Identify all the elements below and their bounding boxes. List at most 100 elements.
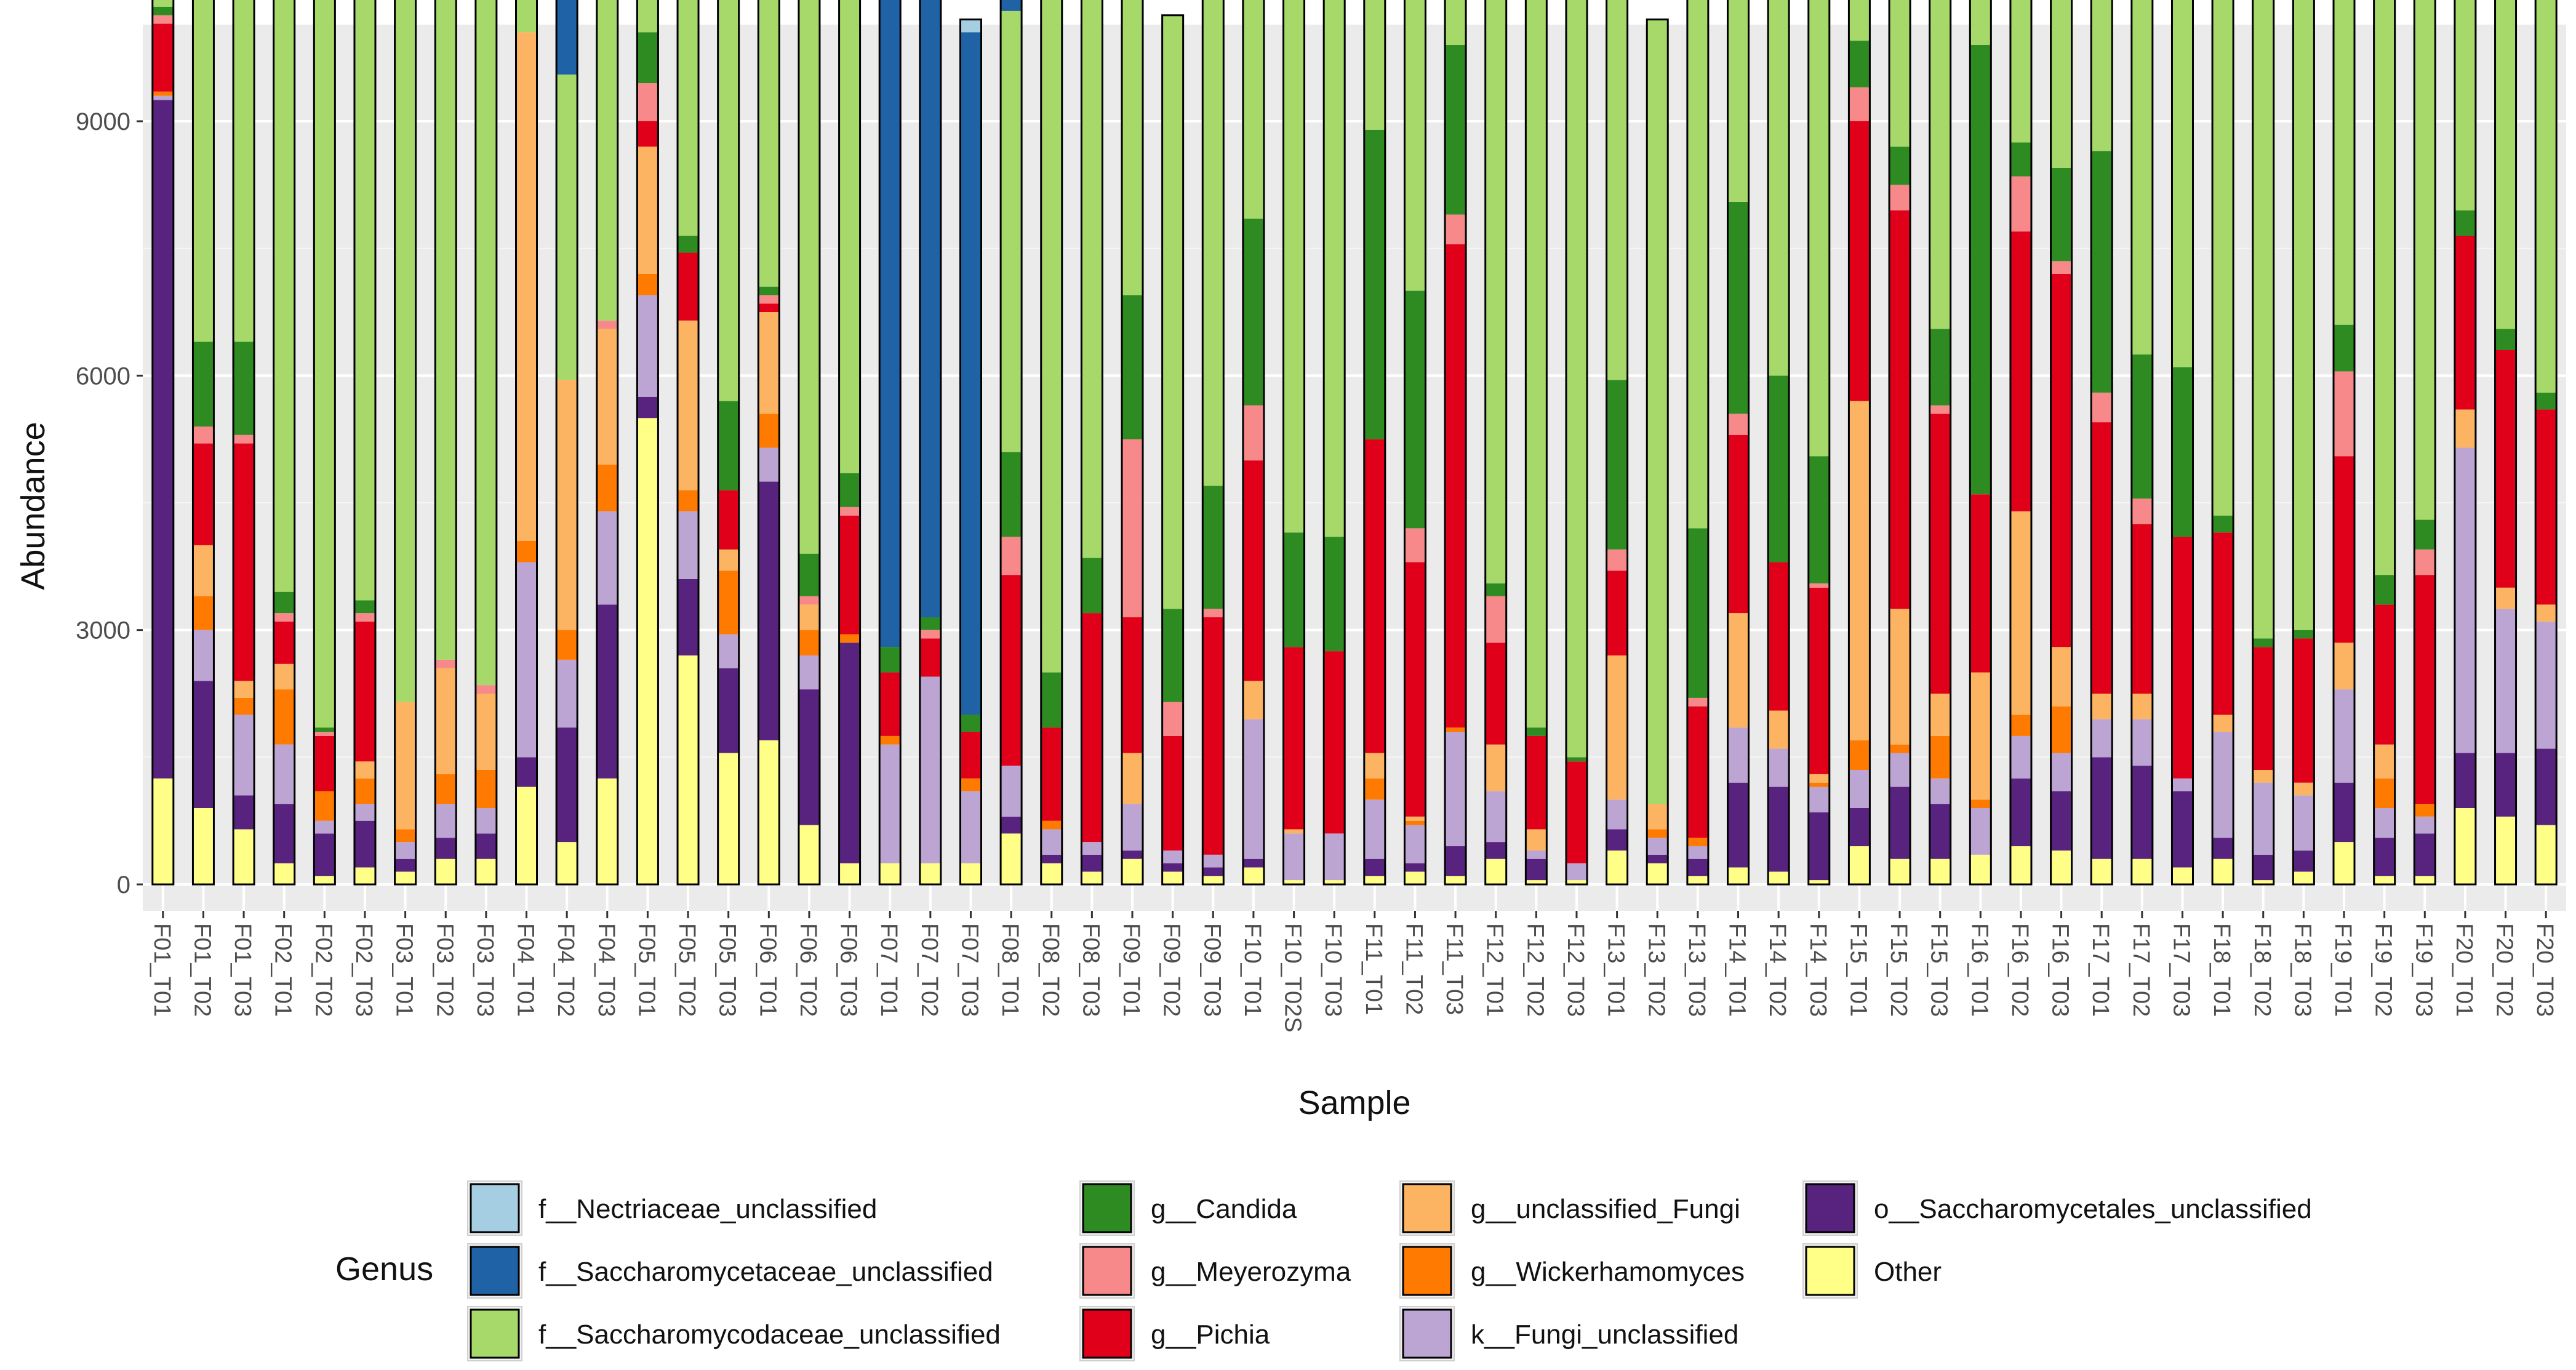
bar-segment bbox=[2535, 825, 2557, 884]
bar-segment bbox=[1687, 697, 1708, 707]
x-tick-label: F19_T02 bbox=[2370, 923, 2396, 1017]
bar-segment bbox=[1324, 651, 1345, 834]
x-tick-label: F14_T03 bbox=[1805, 923, 1831, 1017]
bar-segment bbox=[435, 838, 457, 859]
bar-segment bbox=[2212, 732, 2234, 838]
bar-outline bbox=[838, 0, 862, 886]
bar-segment bbox=[2414, 833, 2436, 876]
x-tick-label: F09_T03 bbox=[1199, 923, 1225, 1017]
bar-segment bbox=[798, 0, 820, 554]
bar-segment bbox=[637, 295, 658, 397]
bar-segment bbox=[798, 689, 820, 825]
bar-segment bbox=[2535, 604, 2557, 622]
bar-segment bbox=[394, 859, 416, 872]
bar-segment bbox=[2374, 876, 2395, 884]
x-tick-label: F03_T02 bbox=[431, 923, 457, 1017]
x-tick-label: F06_T02 bbox=[795, 923, 821, 1017]
bar-segment bbox=[2010, 778, 2031, 846]
bar-segment bbox=[2495, 350, 2516, 588]
bar-segment bbox=[2454, 447, 2476, 753]
bar-segment bbox=[1727, 727, 1749, 783]
bar-segment bbox=[1808, 587, 1830, 774]
bar-segment bbox=[1929, 0, 1951, 329]
bar-outline bbox=[2292, 0, 2315, 886]
legend-swatch bbox=[1805, 1246, 1855, 1296]
bar-segment bbox=[1970, 808, 1991, 855]
bar-segment bbox=[233, 0, 255, 342]
bar-segment bbox=[475, 770, 497, 808]
x-tick-label: F03_T03 bbox=[472, 923, 498, 1017]
bar-outline bbox=[1888, 0, 1911, 886]
bar-segment bbox=[1485, 583, 1506, 596]
bar-segment bbox=[960, 778, 982, 791]
bar-segment bbox=[1929, 735, 1951, 779]
bar-segment bbox=[1808, 782, 1830, 787]
bar-segment bbox=[1081, 842, 1103, 855]
bar-segment bbox=[1364, 799, 1385, 859]
bar-segment bbox=[2050, 647, 2072, 707]
bar-outline bbox=[1686, 0, 1710, 886]
bar-segment bbox=[273, 744, 295, 804]
bar-outline bbox=[2534, 0, 2558, 886]
bar-segment bbox=[152, 91, 174, 96]
x-tick-label: F12_T02 bbox=[1522, 923, 1548, 1017]
bar-segment bbox=[1687, 859, 1708, 876]
bar-segment bbox=[2212, 532, 2234, 715]
bar-segment bbox=[2131, 694, 2153, 719]
bar-segment bbox=[1727, 201, 1749, 414]
bar-segment bbox=[678, 320, 699, 491]
bar-segment bbox=[2050, 0, 2072, 168]
bar-outline bbox=[232, 0, 255, 886]
bar-segment bbox=[1122, 439, 1143, 617]
bar-outline bbox=[1767, 0, 1790, 886]
x-tick-label: F17_T03 bbox=[2168, 923, 2194, 1017]
bar-segment bbox=[193, 596, 214, 630]
bar-segment bbox=[2252, 854, 2274, 881]
bar-segment bbox=[233, 435, 255, 444]
bar-outline bbox=[2252, 0, 2275, 886]
x-tick-label: F06_T01 bbox=[754, 923, 780, 1017]
bar-segment bbox=[354, 613, 375, 622]
bar-segment bbox=[193, 342, 214, 427]
bar-segment bbox=[1364, 129, 1385, 439]
bar-segment bbox=[1445, 0, 1466, 46]
panel-background bbox=[143, 25, 2566, 911]
x-tick-label: F05_T03 bbox=[714, 923, 740, 1017]
legend-label: g__Wickerhamomyces bbox=[1471, 1257, 1745, 1287]
bar-segment bbox=[637, 396, 658, 419]
bar-segment bbox=[2252, 647, 2274, 770]
bar-outline bbox=[313, 0, 336, 886]
bar-segment bbox=[1768, 0, 1790, 376]
bar-segment bbox=[394, 702, 416, 830]
bar-segment bbox=[1041, 854, 1062, 863]
bar-segment bbox=[152, 95, 174, 100]
bar-segment bbox=[394, 842, 416, 859]
bar-segment bbox=[2010, 511, 2031, 715]
bar-segment bbox=[1526, 880, 1547, 884]
bar-segment bbox=[2334, 371, 2355, 457]
bar-segment bbox=[839, 634, 860, 643]
bar-segment bbox=[1162, 15, 1183, 609]
bar-segment bbox=[839, 0, 860, 473]
x-tick-label: F07_T03 bbox=[956, 923, 982, 1017]
bar-segment bbox=[1324, 833, 1345, 881]
bar-segment bbox=[2172, 367, 2193, 537]
bar-segment bbox=[678, 655, 699, 884]
bar-segment bbox=[1647, 863, 1668, 884]
bar-segment bbox=[1122, 295, 1143, 439]
bar-segment bbox=[1364, 753, 1385, 779]
bar-segment bbox=[2091, 694, 2113, 719]
bar-outline bbox=[2090, 0, 2113, 886]
bar-segment bbox=[314, 735, 335, 791]
bar-segment bbox=[1889, 744, 1911, 753]
bar-segment bbox=[152, 23, 174, 92]
bar-outline bbox=[1403, 0, 1426, 886]
bar-segment bbox=[1929, 414, 1951, 694]
bar-segment bbox=[1929, 778, 1951, 804]
bar-outline bbox=[474, 0, 498, 886]
bar-segment bbox=[2293, 871, 2314, 884]
bar-segment bbox=[1404, 562, 1426, 817]
bar-outline bbox=[1847, 0, 1871, 886]
bar-segment bbox=[1041, 829, 1062, 855]
bar-segment bbox=[1283, 880, 1305, 884]
